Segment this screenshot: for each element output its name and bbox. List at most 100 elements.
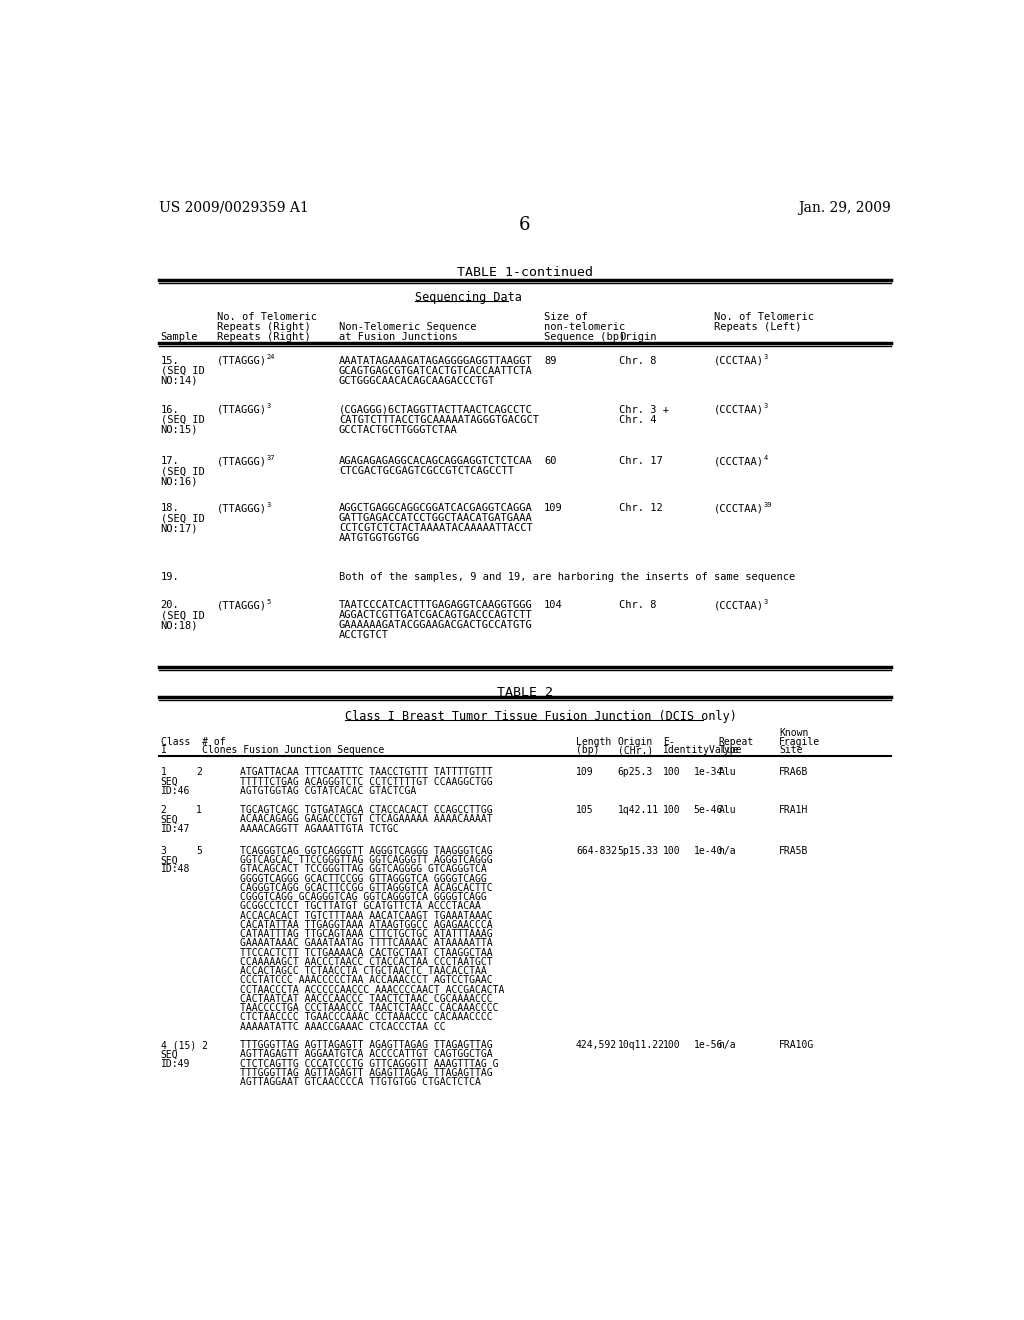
Text: (CCCTAA): (CCCTAA) <box>714 405 764 414</box>
Text: 3: 3 <box>266 502 271 508</box>
Text: Alu: Alu <box>719 805 736 816</box>
Text: ACCACTAGCC TCTAACCTA CTGCTAACTC TAACACCTAA: ACCACTAGCC TCTAACCTA CTGCTAACTC TAACACCT… <box>241 966 487 975</box>
Text: NO:15): NO:15) <box>161 425 198 434</box>
Text: Fragile: Fragile <box>779 737 820 747</box>
Text: IdentityValue: IdentityValue <box>663 744 739 755</box>
Text: Sequencing Data: Sequencing Data <box>415 290 521 304</box>
Text: I      Clones Fusion Junction Sequence: I Clones Fusion Junction Sequence <box>161 744 384 755</box>
Text: 3: 3 <box>161 846 167 855</box>
Text: FRA5B: FRA5B <box>779 846 808 855</box>
Text: AAATATAGAAAGATAGAGGGGAGGTTAAGGT: AAATATAGAAAGATAGAGGGGAGGTTAAGGT <box>339 355 532 366</box>
Text: CCTCGTCTCTACTAAAATACAAAAATTACCT: CCTCGTCTCTACTAAAATACAAAAATTACCT <box>339 524 532 533</box>
Text: 6: 6 <box>519 216 530 234</box>
Text: 100: 100 <box>663 767 680 777</box>
Text: 60: 60 <box>544 457 557 466</box>
Text: Size of: Size of <box>544 313 588 322</box>
Text: Jan. 29, 2009: Jan. 29, 2009 <box>798 201 891 215</box>
Text: n/a: n/a <box>719 1040 736 1049</box>
Text: GCAGTGAGCGTGATCACTGTCACCAATTCTA: GCAGTGAGCGTGATCACTGTCACCAATTCTA <box>339 366 532 375</box>
Text: (CHr.): (CHr.) <box>617 744 653 755</box>
Text: 20.: 20. <box>161 601 179 610</box>
Text: Chr. 12: Chr. 12 <box>620 503 664 513</box>
Text: ATGATTACAA TTTCAATTTC TAACCTGTTT TATTTTGTTT: ATGATTACAA TTTCAATTTC TAACCTGTTT TATTTTG… <box>241 767 493 777</box>
Text: (TTAGGG): (TTAGGG) <box>217 355 267 366</box>
Text: 37: 37 <box>266 455 275 461</box>
Text: (SEQ ID: (SEQ ID <box>161 466 205 477</box>
Text: 2: 2 <box>161 805 167 816</box>
Text: No. of Telomeric: No. of Telomeric <box>217 313 317 322</box>
Text: Repeats (Right): Repeats (Right) <box>217 333 311 342</box>
Text: (TTAGGG): (TTAGGG) <box>217 457 267 466</box>
Text: 1: 1 <box>161 767 167 777</box>
Text: (TTAGGG): (TTAGGG) <box>217 601 267 610</box>
Text: FRA1H: FRA1H <box>779 805 808 816</box>
Text: GCGGCCTCCT TGCTTATGT GCATGTTCTA ACCCTACAA: GCGGCCTCCT TGCTTATGT GCATGTTCTA ACCCTACA… <box>241 902 481 911</box>
Text: NO:17): NO:17) <box>161 524 198 533</box>
Text: 17.: 17. <box>161 457 179 466</box>
Text: ACCACACACT TGTCTTTAAA AACATCAAGT TGAAATAAAC: ACCACACACT TGTCTTTAAA AACATCAAGT TGAAATA… <box>241 911 493 920</box>
Text: Repeat: Repeat <box>719 737 754 747</box>
Text: 39: 39 <box>764 502 772 508</box>
Text: 5: 5 <box>197 846 202 855</box>
Text: Chr. 8: Chr. 8 <box>620 601 656 610</box>
Text: Origin: Origin <box>620 333 656 342</box>
Text: TTTGGGTTAG AGTTAGAGTT AGAGTTAGAG TTAGAGTTAG: TTTGGGTTAG AGTTAGAGTT AGAGTTAGAG TTAGAGT… <box>241 1068 493 1077</box>
Text: Chr. 3 +: Chr. 3 + <box>620 405 670 414</box>
Text: 3: 3 <box>764 354 768 360</box>
Text: TTCCACTCTT TCTGAAAACA CACTGCTAAT CTAAGGCTAA: TTCCACTCTT TCTGAAAACA CACTGCTAAT CTAAGGC… <box>241 948 493 957</box>
Text: Length: Length <box>575 737 611 747</box>
Text: 89: 89 <box>544 355 557 366</box>
Text: TAATCCCATCACTTTGAGAGGTCAAGGTGGG: TAATCCCATCACTTTGAGAGGTCAAGGTGGG <box>339 601 532 610</box>
Text: 4 (15) 2: 4 (15) 2 <box>161 1040 208 1049</box>
Text: GCCTACTGCTTGGGTCTAA: GCCTACTGCTTGGGTCTAA <box>339 425 458 434</box>
Text: 15.: 15. <box>161 355 179 366</box>
Text: 100: 100 <box>663 846 680 855</box>
Text: CATAATTTAG TTGCAGTAAA CTTCTGCTGC ATATTTAAAG: CATAATTTAG TTGCAGTAAA CTTCTGCTGC ATATTTA… <box>241 929 493 939</box>
Text: AGGCTGAGGCAGGCGGATCACGAGGTCAGGA: AGGCTGAGGCAGGCGGATCACGAGGTCAGGA <box>339 503 532 513</box>
Text: Origin: Origin <box>617 737 653 747</box>
Text: (CCCTAA): (CCCTAA) <box>714 503 764 513</box>
Text: at Fusion Junctions: at Fusion Junctions <box>339 333 458 342</box>
Text: AATGTGGTGGTGG: AATGTGGTGGTGG <box>339 533 420 544</box>
Text: Sample: Sample <box>161 333 198 342</box>
Text: CGGGTCAGG GCAGGGTCAG GGTCAGGGTCA GGGGTCAGG: CGGGTCAGG GCAGGGTCAG GGTCAGGGTCA GGGGTCA… <box>241 892 487 902</box>
Text: 105: 105 <box>575 805 594 816</box>
Text: AGTTAGGAAT GTCAACCCCA TTGTGTGG CTGACTCTCA: AGTTAGGAAT GTCAACCCCA TTGTGTGG CTGACTCTC… <box>241 1077 481 1086</box>
Text: SEQ: SEQ <box>161 1049 178 1059</box>
Text: (SEQ ID: (SEQ ID <box>161 366 205 375</box>
Text: AGAGAGAGAGGCACAGCAGGAGGTCTCTCAA: AGAGAGAGAGGCACAGCAGGAGGTCTCTCAA <box>339 457 532 466</box>
Text: Class  # of: Class # of <box>161 737 225 747</box>
Text: E-: E- <box>663 737 675 747</box>
Text: 1q42.11: 1q42.11 <box>617 805 658 816</box>
Text: Repeats (Right): Repeats (Right) <box>217 322 311 333</box>
Text: 5: 5 <box>266 599 271 605</box>
Text: 100: 100 <box>663 1040 680 1049</box>
Text: 5p15.33: 5p15.33 <box>617 846 658 855</box>
Text: AAAACAGGTT AGAAATTGTA TCTGC: AAAACAGGTT AGAAATTGTA TCTGC <box>241 824 399 834</box>
Text: US 2009/0029359 A1: US 2009/0029359 A1 <box>159 201 309 215</box>
Text: Repeats (Left): Repeats (Left) <box>714 322 802 333</box>
Text: CCTAACCCTA ACCCCCAACCC AAACCCCAACT ACCGACACTA: CCTAACCCTA ACCCCCAACCC AAACCCCAACT ACCGA… <box>241 985 505 994</box>
Text: TABLE 2: TABLE 2 <box>497 686 553 698</box>
Text: (CCCTAA): (CCCTAA) <box>714 457 764 466</box>
Text: CACATATTAA TTGAGGTAAA ATAAGTGGCC AGAGAACCCA: CACATATTAA TTGAGGTAAA ATAAGTGGCC AGAGAAC… <box>241 920 493 929</box>
Text: 24: 24 <box>266 354 275 360</box>
Text: TTTTTCTGAG ACAGGGTCTC CCTCTTTTGT CCAAGGCTGG: TTTTTCTGAG ACAGGGTCTC CCTCTTTTGT CCAAGGC… <box>241 776 493 787</box>
Text: Class I Breast Tumor Tissue Fusion Junction (DCIS only): Class I Breast Tumor Tissue Fusion Junct… <box>345 710 737 723</box>
Text: (SEQ ID: (SEQ ID <box>161 414 205 425</box>
Text: ID:47: ID:47 <box>161 824 189 834</box>
Text: non-telomeric: non-telomeric <box>544 322 626 333</box>
Text: CACTAATCAT AACCCAACCC TAACTCTAAC CGCAAAACCC: CACTAATCAT AACCCAACCC TAACTCTAAC CGCAAAA… <box>241 994 493 1003</box>
Text: CTCTAACCCC TGAACCCAAAC CCTAAACCC CACAAACCCC: CTCTAACCCC TGAACCCAAAC CCTAAACCC CACAAAC… <box>241 1012 493 1022</box>
Text: GATTGAGACCATCCTGGCTAACATGATGAAA: GATTGAGACCATCCTGGCTAACATGATGAAA <box>339 513 532 523</box>
Text: Non-Telomeric Sequence: Non-Telomeric Sequence <box>339 322 476 333</box>
Text: 16.: 16. <box>161 405 179 414</box>
Text: (bp): (bp) <box>575 744 599 755</box>
Text: 18.: 18. <box>161 503 179 513</box>
Text: SEQ: SEQ <box>161 855 178 865</box>
Text: Alu: Alu <box>719 767 736 777</box>
Text: NO:18): NO:18) <box>161 620 198 631</box>
Text: 3: 3 <box>764 404 768 409</box>
Text: CATGTCTTTACCTGCAAAAATAGGGTGACGCT: CATGTCTTTACCTGCAAAAATAGGGTGACGCT <box>339 414 539 425</box>
Text: Chr. 8: Chr. 8 <box>620 355 656 366</box>
